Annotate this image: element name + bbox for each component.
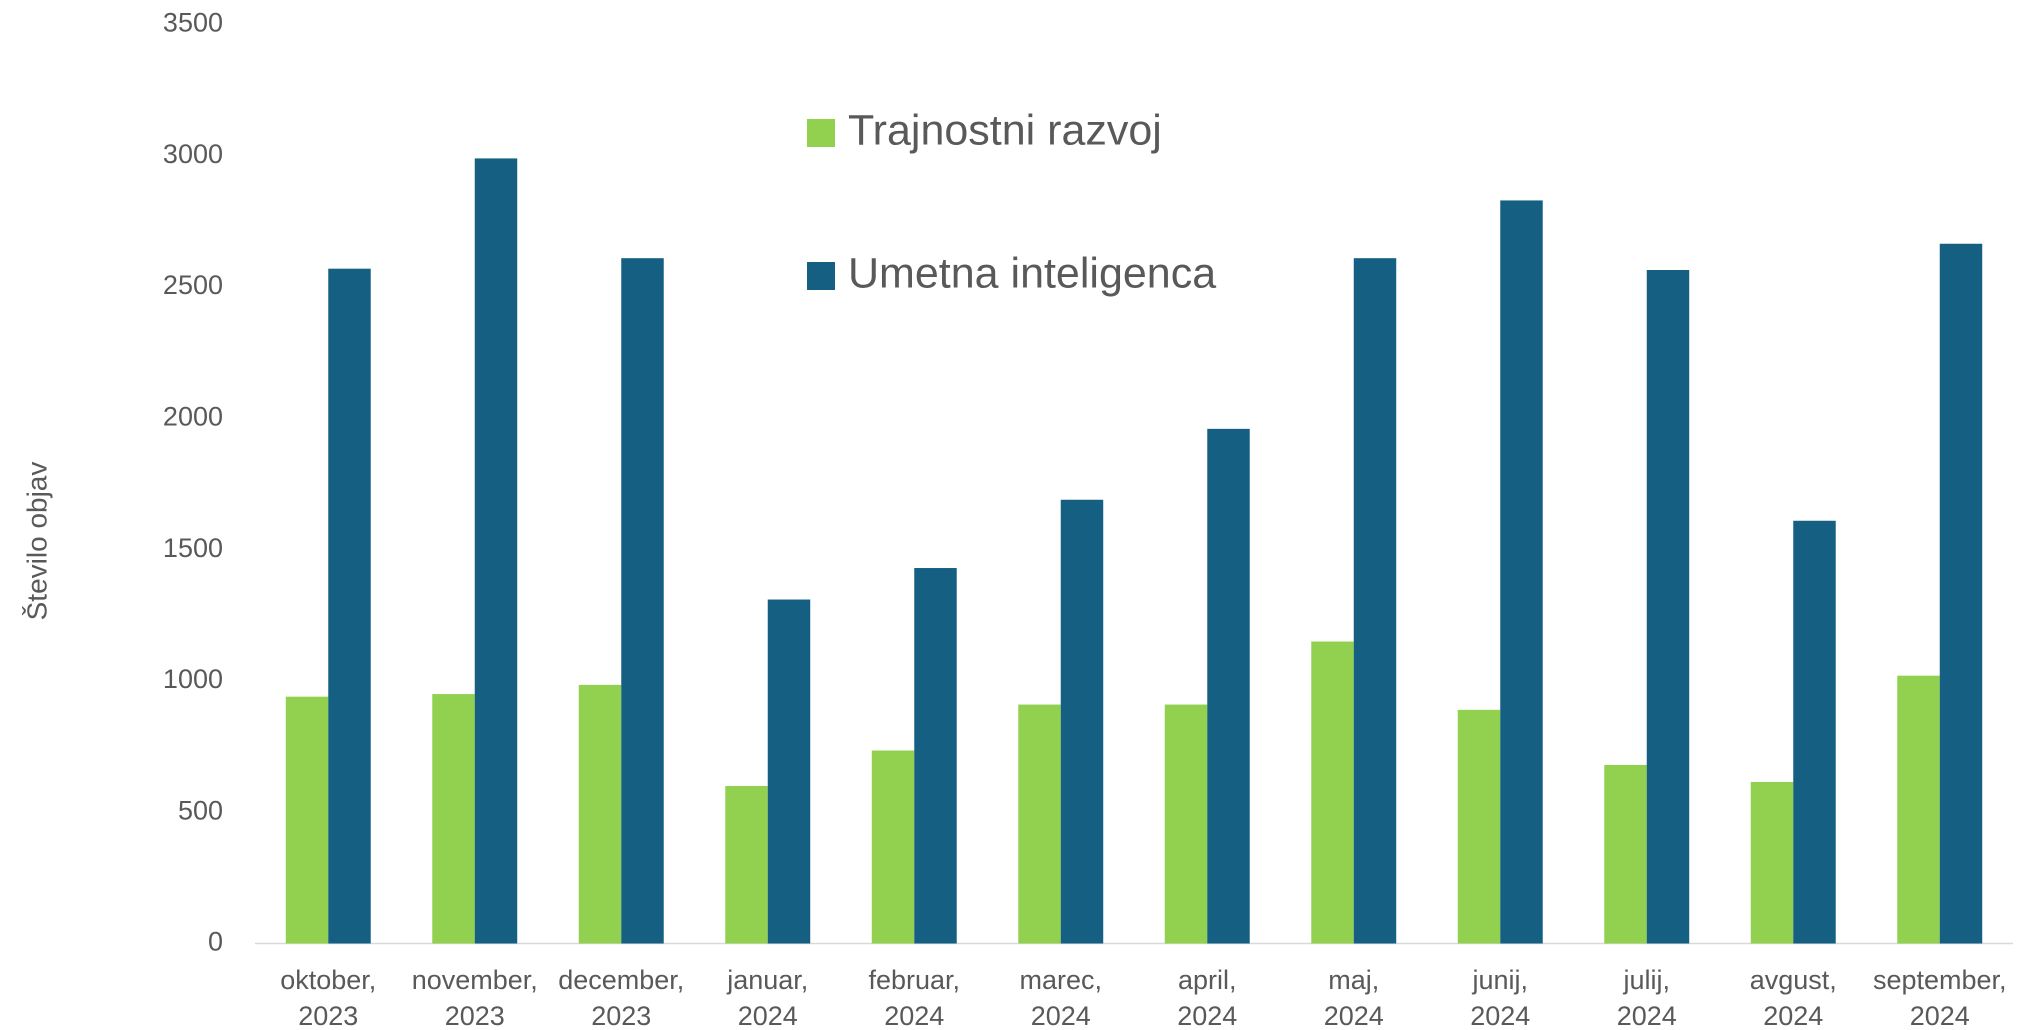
legend-swatch [807,119,835,147]
x-tick-label: november, 2023 [411,965,538,1030]
bar [285,696,329,944]
y-tick-label: 1500 [163,533,223,563]
bar [725,785,768,944]
x-tick-label: maj, 2024 [1323,965,1384,1030]
x-tick-label: junij, 2024 [1470,965,1531,1030]
y-tick-label: 0 [208,927,223,957]
x-tick-label: julij, 2024 [1616,965,1677,1030]
bar [1939,243,1983,944]
x-tick-label: december, 2023 [558,965,685,1030]
bar [1750,782,1794,944]
x-tick-label: april, 2024 [1177,965,1238,1030]
x-tick-label: september, 2024 [1872,965,2007,1030]
x-tick-label: januar, 2024 [727,965,809,1030]
bar [1164,704,1208,944]
bar [1018,704,1061,944]
legend-swatch [807,262,835,290]
x-tick-label: oktober, 2023 [280,965,377,1030]
y-tick-label: 2000 [163,401,223,431]
x-tick-label: marec, 2024 [1019,965,1103,1030]
y-tick-label: 2500 [163,270,223,300]
legend-label: Umetna inteligenca [848,249,1216,297]
bar [1311,641,1354,944]
bar [914,568,957,944]
bar [621,258,664,944]
bar [1897,675,1940,944]
bar [474,158,518,944]
x-tick-label: februar, 2024 [868,965,961,1030]
y-tick-label: 500 [178,795,223,825]
bar [1500,200,1543,944]
bar [1207,428,1250,944]
y-axis-label: Število objav [21,462,52,621]
y-tick-label: 3500 [163,8,223,38]
bar [578,684,622,944]
y-tick-label: 3000 [163,139,223,169]
bar [328,268,371,944]
bar [1060,499,1104,944]
x-tick-label: avgust, 2024 [1749,965,1837,1030]
bar [1793,520,1836,944]
legend-label: Trajnostni razvoj [848,106,1162,154]
y-tick-label: 1000 [163,664,223,694]
bar [1646,270,1690,944]
bar [767,599,811,944]
bar [1457,709,1501,944]
bar [871,750,915,944]
bar [1353,258,1397,944]
bar [1604,764,1647,944]
bar [432,694,475,944]
